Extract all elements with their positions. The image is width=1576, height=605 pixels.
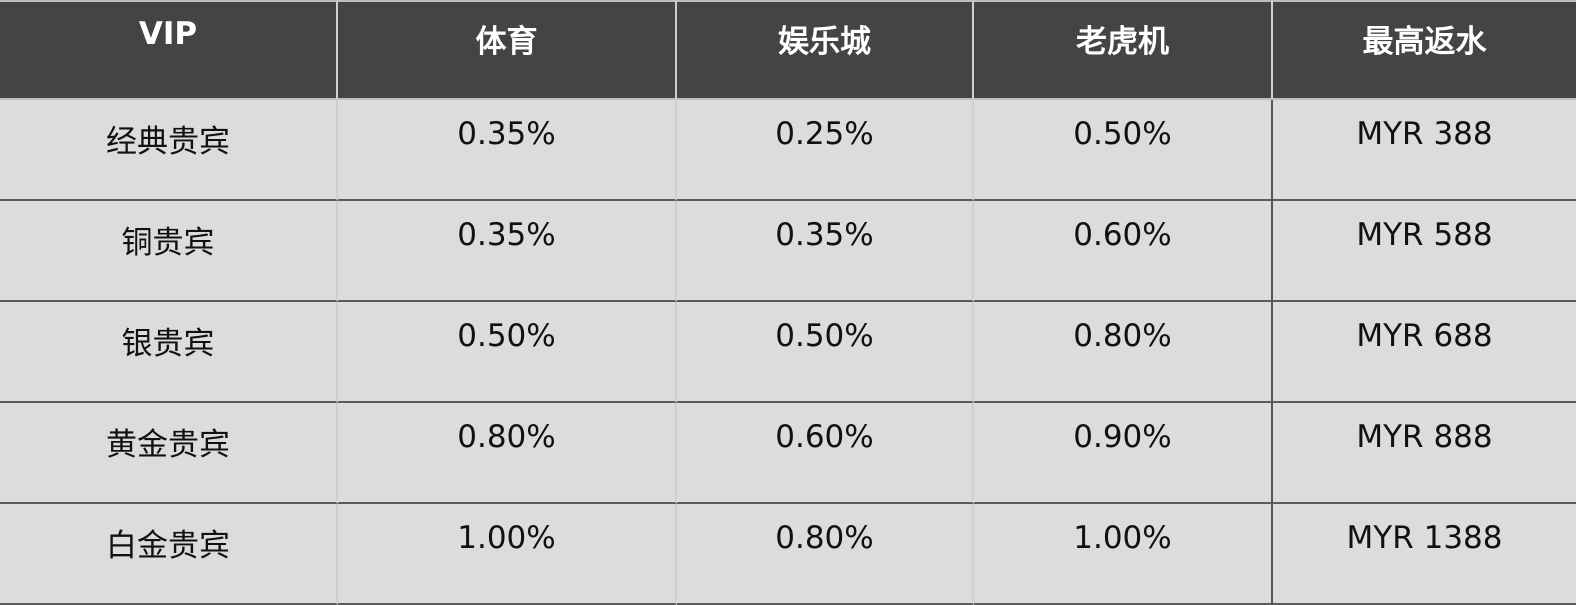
- cell-slots: 0.60%: [974, 201, 1273, 302]
- cell-max-rebate: MYR 588: [1273, 201, 1576, 302]
- cell-max-rebate: MYR 688: [1273, 302, 1576, 403]
- cell-max-rebate: MYR 888: [1273, 403, 1576, 504]
- header-sports: 体育: [338, 0, 677, 100]
- cell-sports: 0.35%: [338, 100, 677, 201]
- cell-sports: 0.80%: [338, 403, 677, 504]
- header-max-rebate: 最高返水: [1273, 0, 1576, 100]
- cell-sports: 1.00%: [338, 504, 677, 605]
- cell-sports: 0.35%: [338, 201, 677, 302]
- cell-sports: 0.50%: [338, 302, 677, 403]
- cell-slots: 0.90%: [974, 403, 1273, 504]
- header-casino: 娱乐城: [677, 0, 974, 100]
- cell-casino: 0.35%: [677, 201, 974, 302]
- cell-vip: 白金贵宾: [0, 504, 338, 605]
- cell-casino: 0.60%: [677, 403, 974, 504]
- cell-max-rebate: MYR 388: [1273, 100, 1576, 201]
- header-vip: VIP: [0, 0, 338, 100]
- cell-casino: 0.80%: [677, 504, 974, 605]
- cell-vip: 经典贵宾: [0, 100, 338, 201]
- cell-slots: 0.80%: [974, 302, 1273, 403]
- cell-casino: 0.25%: [677, 100, 974, 201]
- cell-vip: 银贵宾: [0, 302, 338, 403]
- cell-slots: 1.00%: [974, 504, 1273, 605]
- cell-max-rebate: MYR 1388: [1273, 504, 1576, 605]
- cell-slots: 0.50%: [974, 100, 1273, 201]
- cell-casino: 0.50%: [677, 302, 974, 403]
- cell-vip: 黄金贵宾: [0, 403, 338, 504]
- header-slots: 老虎机: [974, 0, 1273, 100]
- cell-vip: 铜贵宾: [0, 201, 338, 302]
